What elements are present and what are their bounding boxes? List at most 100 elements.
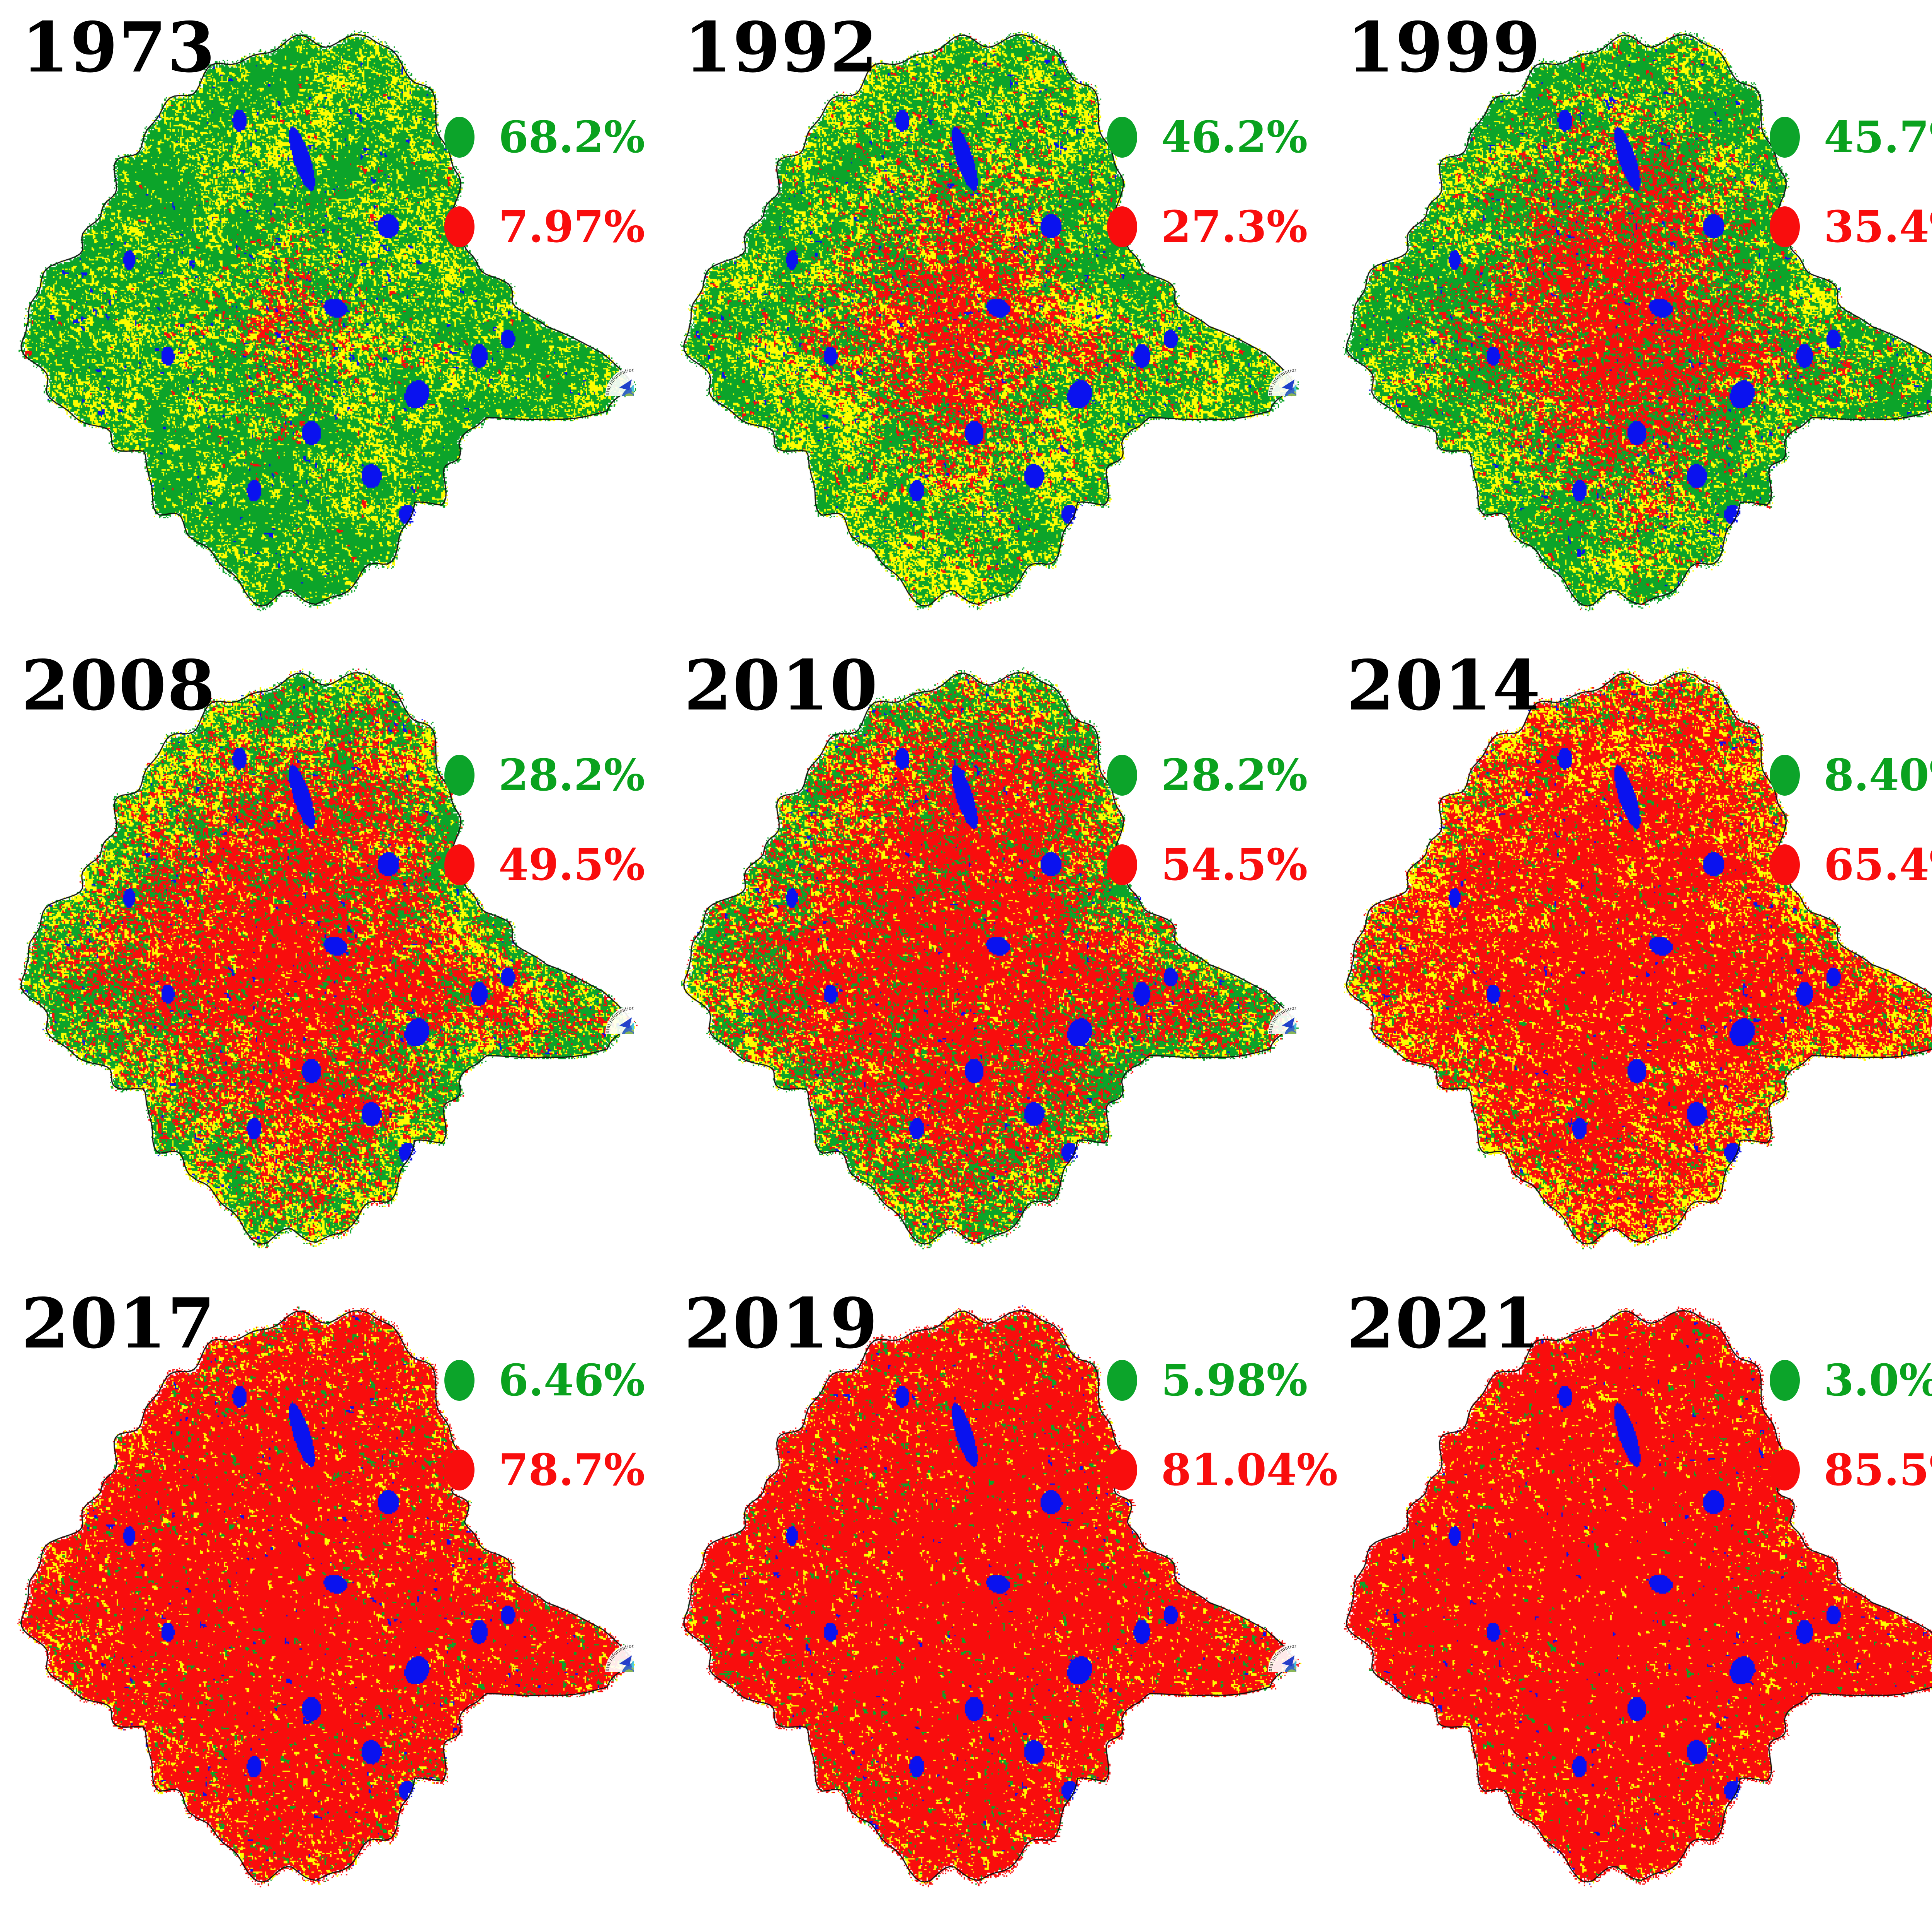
map-stats: 5.98% 81.04% <box>1107 1342 1338 1521</box>
builtup-stat-row: 78.7% <box>444 1431 661 1509</box>
envis-logo-watermark <box>575 337 634 396</box>
map-cell-2008: 2008 28.2% 49.5% <box>0 638 663 1276</box>
envis-logo-watermark <box>1900 1613 1932 1672</box>
vegetation-dot <box>1770 117 1800 158</box>
map-cell-2021: 2021 3.0% 85.5% <box>1325 1276 1932 1914</box>
builtup-dot <box>444 1450 474 1490</box>
builtup-pct-label: 78.7% <box>498 1444 645 1495</box>
landuse-map-1992 <box>663 0 1325 638</box>
envis-logo-watermark <box>1238 975 1296 1034</box>
vegetation-pct-label: 6.46% <box>498 1355 645 1406</box>
builtup-dot <box>1770 1450 1800 1490</box>
builtup-pct-label: 49.5% <box>498 839 645 890</box>
builtup-dot <box>444 206 474 247</box>
vegetation-dot <box>444 1360 474 1401</box>
builtup-pct-label: 35.4% <box>1824 201 1932 252</box>
year-label: 2017 <box>21 1283 216 1364</box>
envis-logo-watermark <box>1900 975 1932 1034</box>
builtup-stat-row: 49.5% <box>444 826 661 903</box>
vegetation-dot <box>1107 755 1137 796</box>
envis-logo-watermark <box>575 1613 634 1672</box>
builtup-dot <box>1107 206 1137 247</box>
vegetation-pct-label: 8.40% <box>1824 750 1932 801</box>
map-stats: 68.2% 7.97% <box>444 99 661 278</box>
landuse-map-2019 <box>663 1276 1325 1914</box>
vegetation-pct-label: 46.2% <box>1161 112 1308 163</box>
vegetation-stat-row: 46.2% <box>1107 99 1323 176</box>
map-stats: 3.0% 85.5% <box>1770 1342 1932 1521</box>
builtup-pct-label: 54.5% <box>1161 839 1308 890</box>
envis-logo-watermark <box>575 975 634 1034</box>
builtup-pct-label: 85.5% <box>1824 1444 1932 1495</box>
map-cell-2014: 2014 8.40% 65.4% <box>1325 638 1932 1276</box>
vegetation-stat-row: 45.7% <box>1770 99 1932 176</box>
landuse-map-2021 <box>1325 1276 1932 1914</box>
envis-logo-watermark <box>1238 337 1296 396</box>
builtup-dot <box>1770 206 1800 247</box>
year-label: 2021 <box>1347 1283 1541 1364</box>
year-label: 1992 <box>684 7 879 88</box>
builtup-dot <box>1107 1450 1137 1490</box>
year-label: 2019 <box>684 1283 879 1364</box>
landuse-map-2017 <box>0 1276 663 1914</box>
builtup-stat-row: 7.97% <box>444 188 661 265</box>
vegetation-pct-label: 28.2% <box>498 750 645 801</box>
vegetation-stat-row: 6.46% <box>444 1342 661 1419</box>
vegetation-pct-label: 68.2% <box>498 112 645 163</box>
landuse-map-1999 <box>1325 0 1932 638</box>
map-stats: 28.2% 49.5% <box>444 737 661 916</box>
year-label: 2008 <box>21 645 216 726</box>
builtup-pct-label: 7.97% <box>498 201 645 252</box>
map-cell-1999: 1999 45.7% 35.4% <box>1325 0 1932 638</box>
envis-logo-watermark <box>1238 1613 1296 1672</box>
builtup-pct-label: 27.3% <box>1161 201 1308 252</box>
builtup-pct-label: 65.4% <box>1824 839 1932 890</box>
vegetation-dot <box>1770 755 1800 796</box>
vegetation-pct-label: 3.0% <box>1824 1355 1932 1406</box>
vegetation-pct-label: 45.7% <box>1824 112 1932 163</box>
vegetation-pct-label: 28.2% <box>1161 750 1308 801</box>
builtup-stat-row: 27.3% <box>1107 188 1323 265</box>
builtup-stat-row: 85.5% <box>1770 1431 1932 1509</box>
vegetation-dot <box>1770 1360 1800 1401</box>
landuse-map-1973 <box>0 0 663 638</box>
map-stats: 6.46% 78.7% <box>444 1342 661 1521</box>
vegetation-stat-row: 68.2% <box>444 99 661 176</box>
map-cell-2010: 2010 28.2% 54.5% <box>663 638 1325 1276</box>
builtup-dot <box>1107 844 1137 885</box>
vegetation-stat-row: 8.40% <box>1770 737 1932 814</box>
builtup-stat-row: 35.4% <box>1770 188 1932 265</box>
vegetation-pct-label: 5.98% <box>1161 1355 1308 1406</box>
vegetation-dot <box>1107 1360 1137 1401</box>
landuse-map-2008 <box>0 638 663 1276</box>
vegetation-stat-row: 5.98% <box>1107 1342 1323 1419</box>
vegetation-dot <box>444 755 474 796</box>
builtup-pct-label: 81.04% <box>1161 1444 1338 1495</box>
builtup-stat-row: 65.4% <box>1770 826 1932 903</box>
vegetation-dot <box>444 117 474 158</box>
builtup-dot <box>1770 844 1800 885</box>
year-label: 2010 <box>684 645 879 726</box>
landuse-map-2014 <box>1325 638 1932 1276</box>
map-stats: 8.40% 65.4% <box>1770 737 1932 916</box>
vegetation-stat-row: 28.2% <box>444 737 661 814</box>
vegetation-stat-row: 28.2% <box>1107 737 1323 814</box>
builtup-stat-row: 54.5% <box>1107 826 1323 903</box>
builtup-dot <box>444 844 474 885</box>
vegetation-dot <box>1107 117 1137 158</box>
map-stats: 46.2% 27.3% <box>1107 99 1323 278</box>
map-stats: 45.7% 35.4% <box>1770 99 1932 278</box>
year-label: 1973 <box>21 7 216 88</box>
envis-logo-watermark <box>1900 337 1932 396</box>
map-cell-1992: 1992 46.2% 27.3% <box>663 0 1325 638</box>
map-cell-1973: 1973 68.2% 7.97% <box>0 0 663 638</box>
map-cell-2019: 2019 5.98% 81.04% <box>663 1276 1338 1914</box>
builtup-stat-row: 81.04% <box>1107 1431 1338 1509</box>
vegetation-stat-row: 3.0% <box>1770 1342 1932 1419</box>
year-label: 1999 <box>1347 7 1541 88</box>
landuse-map-2010 <box>663 638 1325 1276</box>
year-label: 2014 <box>1347 645 1541 726</box>
map-cell-2017: 2017 6.46% 78.7% <box>0 1276 663 1914</box>
